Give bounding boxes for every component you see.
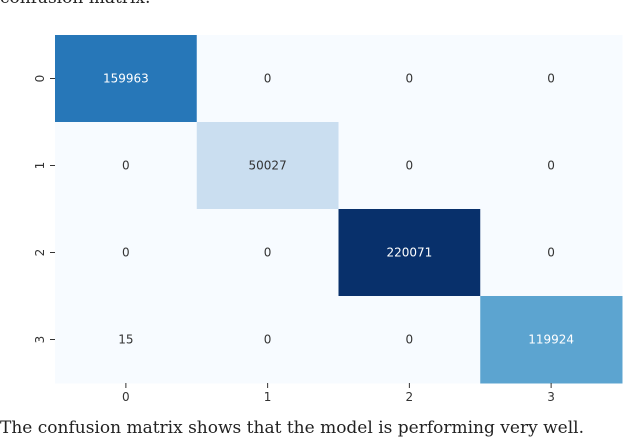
heatmap-cell-1-3	[480, 122, 623, 210]
heatmap-annotation-2-2: 220071	[386, 246, 432, 260]
y-axis-ticks: 0 1 2 3	[33, 75, 55, 344]
heatmap-annotation-1-2: 0	[406, 159, 414, 173]
heatmap-annotation-0-2: 0	[406, 72, 414, 86]
x-tick-label-3: 3	[547, 390, 555, 404]
heatmap-cell-2-0	[55, 209, 198, 297]
heatmap-annotation-3-1: 0	[264, 333, 272, 347]
heatmap-cells	[55, 35, 623, 384]
page-caption-top: confusion matrix:	[0, 0, 624, 16]
page-caption-bottom: The confusion matrix shows that the mode…	[0, 418, 584, 438]
heatmap-cell-2-3	[480, 209, 623, 297]
heatmap-annotation-1-1: 50027	[249, 159, 287, 173]
heatmap-cell-2-2	[338, 209, 481, 297]
heatmap-cell-3-0	[55, 296, 198, 384]
heatmap-annotation-2-3: 0	[547, 246, 555, 260]
heatmap-annotation-1-3: 0	[547, 159, 555, 173]
x-axis-ticks: 0 1 2 3	[122, 383, 555, 404]
y-tick-label-1: 1	[33, 162, 47, 170]
x-tick-label-1: 1	[264, 390, 272, 404]
heatmap-cell-0-3	[480, 35, 623, 123]
heatmap-cell-0-1	[196, 35, 339, 123]
heatmap-cell-3-2	[338, 296, 481, 384]
x-tick-label-0: 0	[122, 390, 130, 404]
heatmap-cell-1-0	[55, 122, 198, 210]
heatmap-annotation-2-1: 0	[264, 246, 272, 260]
heatmap-annotations: 159963 0 0 0 0 50027 0 0 0 0 220071 0 15 0 0 119924	[103, 72, 574, 347]
heatmap-cell-3-1	[196, 296, 339, 384]
heatmap-annotation-3-2: 0	[406, 333, 414, 347]
heatmap-annotation-1-0: 0	[122, 159, 130, 173]
y-tick-label-0: 0	[33, 75, 47, 83]
y-tick-label-3: 3	[33, 336, 47, 344]
heatmap-annotation-3-0: 15	[118, 333, 133, 347]
heatmap-cell-0-2	[338, 35, 481, 123]
x-tick-label-2: 2	[406, 390, 414, 404]
heatmap-annotation-0-3: 0	[547, 72, 555, 86]
y-tick-label-2: 2	[33, 249, 47, 257]
heatmap-cell-3-3	[480, 296, 623, 384]
heatmap-cell-2-1	[196, 209, 339, 297]
heatmap-annotation-0-1: 0	[264, 72, 272, 86]
heatmap-annotation-0-0: 159963	[103, 72, 149, 86]
confusion-matrix-heatmap: 159963 0 0 0 0 50027 0 0 0 0 220071 0 15 0 0 119924 0 1 2…	[33, 35, 623, 404]
heatmap-annotation-2-0: 0	[122, 246, 130, 260]
heatmap-cell-1-2	[338, 122, 481, 210]
heatmap-cell-0-0	[55, 35, 198, 123]
heatmap-cell-1-1	[196, 122, 339, 210]
heatmap-annotation-3-3: 119924	[528, 333, 574, 347]
